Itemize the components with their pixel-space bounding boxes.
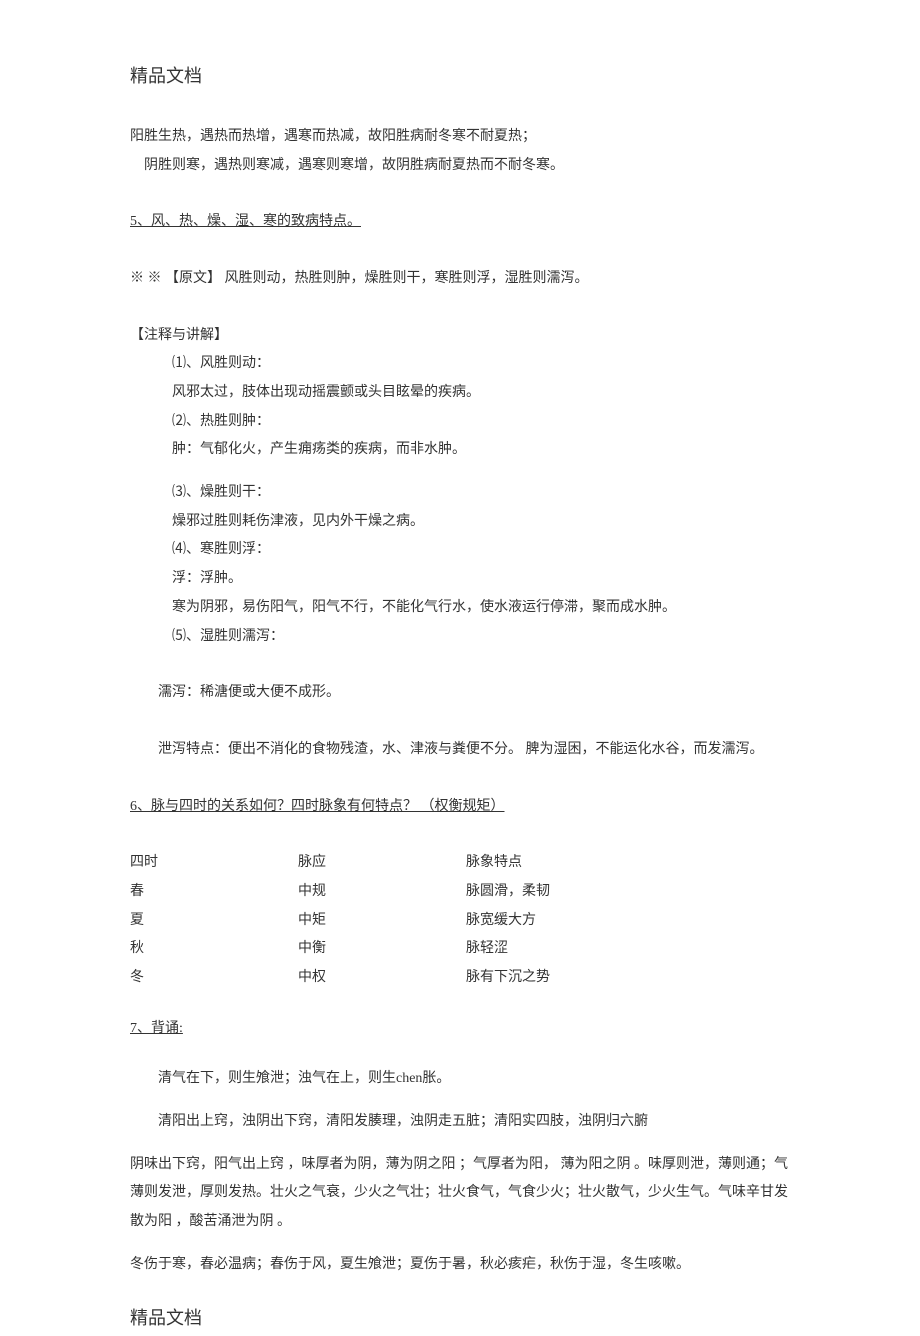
item-1-desc: 风邪太过，肢体出现动摇震颤或头目眩晕的疾病。 bbox=[130, 379, 790, 408]
section-7-p3: 阴味出下窍，阳气出上窍 ，味厚者为阴，薄为阴之阳 ；气厚者为阳， 薄为阳之阴 。… bbox=[130, 1151, 790, 1237]
item-5-num: ⑸、湿胜则濡泻： bbox=[130, 623, 790, 652]
table-col-header: 脉应 bbox=[298, 849, 466, 878]
section-5-heading: 5、风、热、燥、湿、寒的致病特点。 bbox=[130, 208, 790, 237]
section-6-heading: 6、脉与四时的关系如何？四时脉象有何特点？ （权衡规矩） bbox=[130, 793, 790, 822]
item-4-desc-a: 浮：浮肿。 bbox=[130, 565, 790, 594]
section-7-heading: 7、背诵: bbox=[130, 1015, 790, 1044]
table-cell: 中衡 bbox=[298, 935, 466, 964]
table-cell: 脉轻涩 bbox=[466, 935, 790, 964]
table-cell: 脉圆滑，柔韧 bbox=[466, 878, 790, 907]
annotation-heading: 【注释与讲解】 bbox=[130, 322, 790, 351]
table-row: 冬 中权 脉有下沉之势 bbox=[130, 964, 790, 993]
table-row: 春 中规 脉圆滑，柔韧 bbox=[130, 878, 790, 907]
table-cell: 脉宽缓大方 bbox=[466, 907, 790, 936]
item-4-desc-b: 寒为阴邪，易伤阳气，阳气不行，不能化气行水，使水液运行停滞，聚而成水肿。 bbox=[130, 594, 790, 623]
table-cell: 秋 bbox=[130, 935, 298, 964]
table-cell: 中规 bbox=[298, 878, 466, 907]
item-2-desc: 肿：气郁化火，产生痈疡类的疾病，而非水肿。 bbox=[130, 436, 790, 465]
item-3-num: ⑶、燥胜则干： bbox=[130, 479, 790, 508]
header-title: 精品文档 bbox=[130, 58, 790, 95]
table-cell: 冬 bbox=[130, 964, 298, 993]
table-cell: 中矩 bbox=[298, 907, 466, 936]
item-1-num: ⑴、风胜则动： bbox=[130, 350, 790, 379]
table-cell: 中权 bbox=[298, 964, 466, 993]
intro-line-1: 阳胜生热，遇热而热增，遇寒而热减，故阳胜病耐冬寒不耐夏热； bbox=[130, 123, 790, 152]
section-7-p4: 冬伤于寒，春必温病；春伤于风，夏生飧泄；夏伤于暑，秋必痎疟，秋伤于湿，冬生咳嗽。 bbox=[130, 1251, 790, 1280]
item-3-desc: 燥邪过胜则耗伤津液，见内外干燥之病。 bbox=[130, 508, 790, 537]
table-cell: 夏 bbox=[130, 907, 298, 936]
section-7-p2: 清阳出上窍，浊阴出下窍，清阳发腠理，浊阴走五脏；清阳实四肢，浊阴归六腑 bbox=[130, 1108, 790, 1137]
section-5-extra-1: 濡泻：稀溏便或大便不成形。 bbox=[130, 679, 790, 708]
item-4-num: ⑷、寒胜则浮： bbox=[130, 536, 790, 565]
table-header-row: 四时 脉应 脉象特点 bbox=[130, 849, 790, 878]
table-col-header: 四时 bbox=[130, 849, 298, 878]
section-5-original: ※ ※ 【原文】 风胜则动，热胜则肿，燥胜则干，寒胜则浮，湿胜则濡泻。 bbox=[130, 265, 790, 294]
table-row: 秋 中衡 脉轻涩 bbox=[130, 935, 790, 964]
section-7-p1: 清气在下，则生飧泄；浊气在上，则生chen胀。 bbox=[130, 1065, 790, 1094]
table-cell: 春 bbox=[130, 878, 298, 907]
table-cell: 脉有下沉之势 bbox=[466, 964, 790, 993]
intro-line-2: 阴胜则寒，遇热则寒减，遇寒则寒增，故阴胜病耐夏热而不耐冬寒。 bbox=[130, 152, 790, 181]
item-2-num: ⑵、热胜则肿： bbox=[130, 408, 790, 437]
table-row: 夏 中矩 脉宽缓大方 bbox=[130, 907, 790, 936]
footer-title: 精品文档 bbox=[130, 1300, 790, 1336]
section-5-extra-2: 泄泻特点：便出不消化的食物残渣，水、津液与粪便不分。 脾为湿困，不能运化水谷，而… bbox=[130, 736, 790, 765]
table-col-header: 脉象特点 bbox=[466, 849, 790, 878]
